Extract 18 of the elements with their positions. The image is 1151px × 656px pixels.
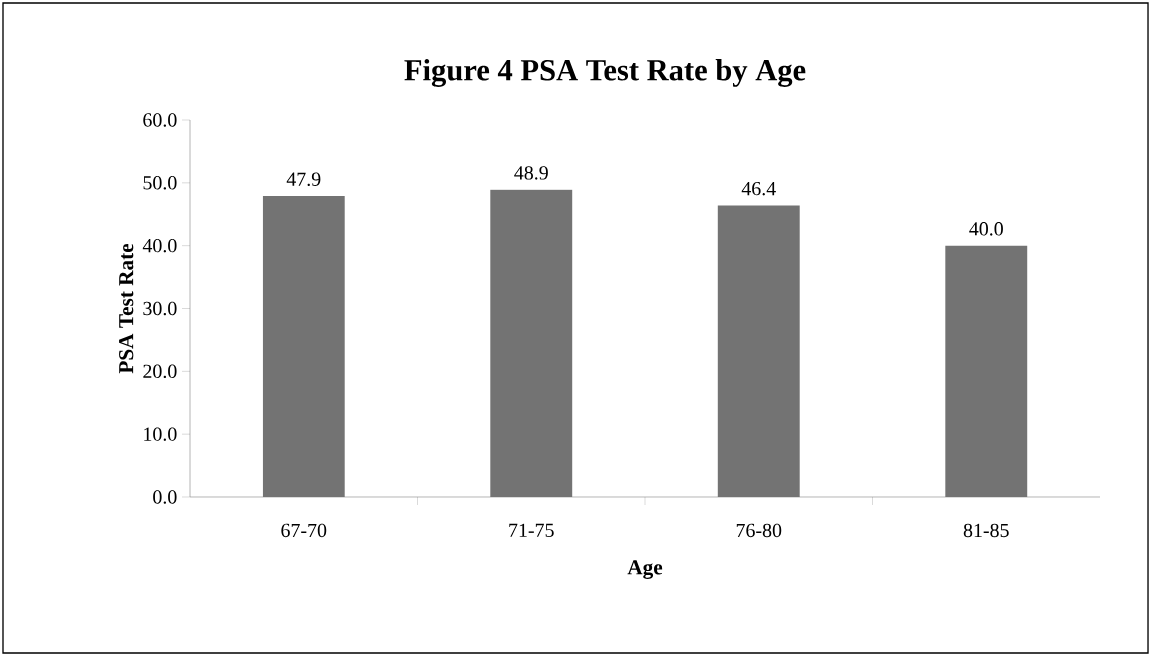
data-label: 40.0 <box>969 222 1003 236</box>
x-tick-label: 67-70 <box>281 523 327 538</box>
y-tick-label: 0.0 <box>153 490 177 504</box>
data-label: 48.9 <box>514 166 548 180</box>
y-tick-label: 50.0 <box>143 176 177 190</box>
x-tick-label: 76-80 <box>736 523 782 538</box>
x-tick-label: 71-75 <box>509 523 554 538</box>
chart-title: Figure 4 PSA Test Rate by Age <box>404 59 806 87</box>
y-axis-title: PSA Test Rate <box>119 243 134 374</box>
y-tick-label: 10.0 <box>144 427 177 441</box>
y-tick-label: 40.0 <box>142 238 177 253</box>
y-tick-label: 20.0 <box>143 364 177 379</box>
y-tick-label: 30.0 <box>143 301 177 316</box>
x-tick-label: 81-85 <box>963 523 1009 538</box>
x-axis-title: Age <box>627 560 663 579</box>
data-label: 46.4 <box>741 181 776 196</box>
y-tick-label: 60.0 <box>143 113 177 127</box>
data-label: 47.9 <box>286 172 321 187</box>
